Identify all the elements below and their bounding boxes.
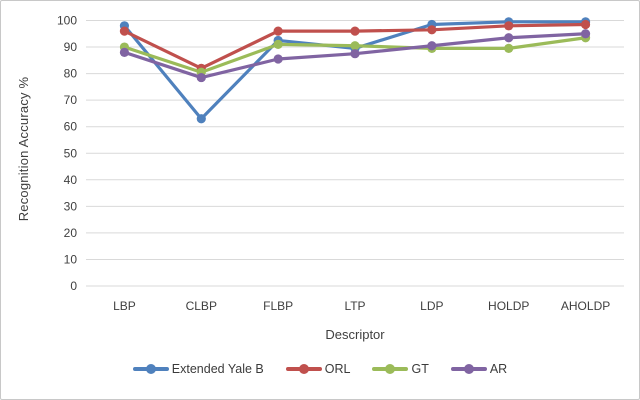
data-point-orl-lbp xyxy=(119,26,130,36)
y-tick-label: 100 xyxy=(57,14,77,28)
legend-dot-icon xyxy=(145,364,156,374)
y-tick-label: 50 xyxy=(64,146,78,160)
data-point-gt-holdp xyxy=(504,43,514,53)
legend-label: ORL xyxy=(324,362,351,376)
legend-dot-icon xyxy=(385,364,396,374)
legend-label: AR xyxy=(489,362,508,376)
y-tick-label: 90 xyxy=(64,40,78,54)
y-tick-label: 60 xyxy=(64,120,78,134)
y-axis-title: Recognition Accuracy % xyxy=(16,76,31,222)
data-point-orl-aholdp xyxy=(580,19,591,30)
data-point-ar-flbp xyxy=(273,54,283,64)
y-tick-label: 30 xyxy=(64,199,78,213)
legend-line-marker-icon xyxy=(285,364,322,374)
data-point-orl-flbp xyxy=(273,26,283,36)
y-tick-label: 80 xyxy=(64,67,78,81)
legend-line-marker-icon xyxy=(132,364,169,374)
data-point-orl-ldp xyxy=(427,25,437,35)
data-point-ar-ltp xyxy=(350,49,360,59)
data-point-ar-lbp xyxy=(119,47,130,57)
data-point-ar-ldp xyxy=(427,41,437,51)
legend-item-ar: AR xyxy=(450,362,508,376)
y-tick-label: 10 xyxy=(64,252,78,266)
legend-item-orl: ORL xyxy=(285,362,351,376)
data-point-orl-holdp xyxy=(504,21,514,31)
x-category-label-aholdp: AHOLDP xyxy=(561,299,610,313)
x-category-label-holdp: HOLDP xyxy=(488,299,529,313)
x-category-label-clbp: CLBP xyxy=(186,299,217,313)
x-category-label-ldp: LDP xyxy=(420,299,443,313)
data-point-ar-clbp xyxy=(196,72,206,83)
legend-label: GT xyxy=(411,362,429,376)
legend-item-extended-yale-b: Extended Yale B xyxy=(132,362,264,376)
data-point-gt-ltp xyxy=(350,41,360,51)
x-category-label-ltp: LTP xyxy=(344,299,365,313)
legend-dot-icon xyxy=(298,364,309,374)
y-tick-label: 0 xyxy=(70,279,77,293)
x-category-label-flbp: FLBP xyxy=(263,299,293,313)
legend-line-marker-icon xyxy=(450,364,487,374)
y-tick-label: 70 xyxy=(64,93,78,107)
x-category-label-lbp: LBP xyxy=(113,299,136,313)
legend-dot-icon xyxy=(463,364,474,374)
data-point-orl-ltp xyxy=(350,26,360,36)
legend: Extended Yale B ORL GT AR xyxy=(1,362,639,376)
data-point-extended-yale-b-clbp xyxy=(196,114,206,124)
legend-item-gt: GT xyxy=(372,362,429,376)
legend-line-marker-icon xyxy=(372,364,409,374)
legend-label: Extended Yale B xyxy=(171,362,264,376)
data-point-ar-holdp xyxy=(504,33,514,43)
x-axis-title: Descriptor xyxy=(325,327,385,342)
data-point-ar-aholdp xyxy=(580,29,591,39)
y-tick-label: 20 xyxy=(64,226,78,240)
data-point-gt-flbp xyxy=(273,39,283,49)
y-tick-label: 40 xyxy=(64,173,78,187)
